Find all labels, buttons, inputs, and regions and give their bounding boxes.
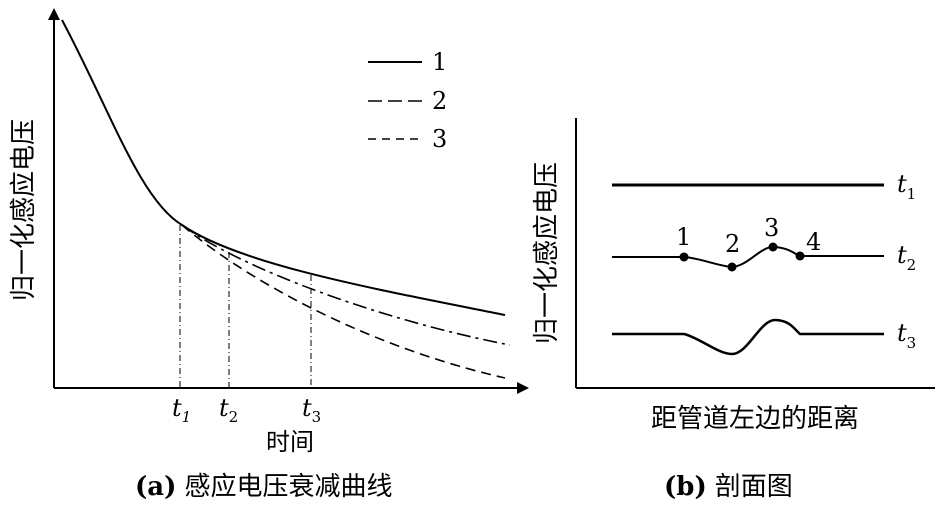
legend-label-2: 2 (432, 87, 447, 115)
profile-point-3 (768, 242, 778, 252)
profile-t2 (612, 245, 884, 269)
profile-point-1 (679, 252, 689, 262)
legend-label-3: 3 (432, 125, 447, 153)
profile-t3 (612, 318, 884, 356)
profile-point-2 (727, 262, 737, 272)
panel-b-y-axis-label: 归一化感应电压 (532, 162, 562, 344)
panel-b-caption: (b) 剖面图 (664, 472, 793, 502)
panel-a-x-axis-label: 时间 (266, 428, 314, 456)
profile-point-4 (795, 251, 805, 261)
panel-b: 归一化感应电压 t1 1 2 3 4 t2 t3 距管道左边的距离 (b) 剖面图 (532, 118, 935, 502)
panel-a: 归一化感应电压 t1 t2 t3 时间 1 2 3 (9, 8, 529, 502)
legend: 1 2 3 (368, 48, 447, 153)
profile-label-t2: t2 (897, 241, 916, 274)
point-label-3: 3 (764, 214, 779, 242)
curve-2 (181, 224, 511, 346)
panel-a-y-axis-label: 归一化感应电压 (9, 119, 39, 301)
curve-3 (181, 224, 506, 379)
point-label-4: 4 (806, 228, 821, 256)
panel-b-x-axis-label: 距管道左边的距离 (651, 404, 859, 434)
panel-a-caption: (a) 感应电压衰减曲线 (135, 472, 392, 502)
point-label-2: 2 (725, 230, 740, 258)
time-mark-t1: t1 (172, 394, 191, 426)
time-mark-t3: t3 (302, 394, 321, 426)
time-mark-t2: t2 (219, 394, 238, 426)
point-label-1: 1 (676, 223, 691, 251)
legend-label-1: 1 (432, 48, 447, 76)
profile-label-t1: t1 (897, 170, 916, 203)
profile-label-t3: t3 (897, 319, 916, 352)
